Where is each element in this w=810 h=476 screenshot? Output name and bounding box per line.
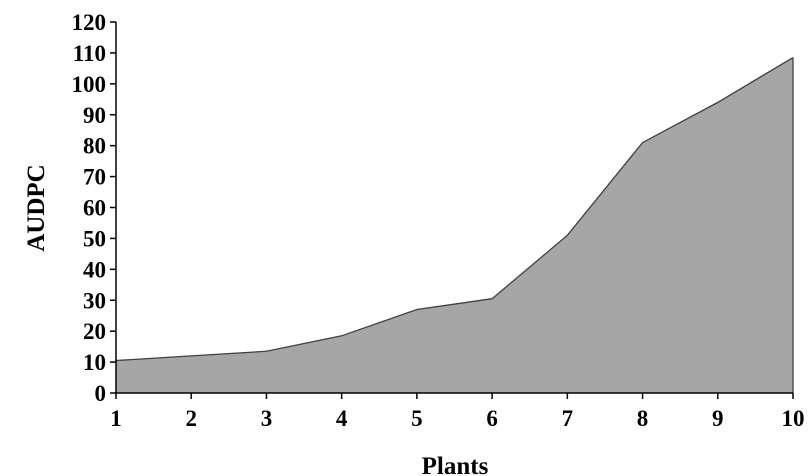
x-axis-title: Plants (422, 453, 489, 476)
area-outline (115, 56, 794, 362)
y-tick-label-40: 40 (83, 257, 106, 282)
x-tick-label-3: 3 (261, 406, 273, 431)
y-tick-label-50: 50 (83, 226, 106, 251)
y-tick-label-30: 30 (83, 288, 106, 313)
y-tick-label-0: 0 (95, 381, 107, 406)
y-tick-label-10: 10 (83, 350, 106, 375)
x-tick-label-4: 4 (336, 406, 348, 431)
y-tick-label-110: 110 (73, 41, 106, 66)
x-tick-label-2: 2 (185, 406, 197, 431)
y-tick-label-100: 100 (72, 72, 107, 97)
area-fill (116, 57, 793, 393)
y-tick-label-80: 80 (83, 134, 106, 159)
y-tick-label-70: 70 (83, 165, 106, 190)
x-tick-label-1: 1 (110, 406, 122, 431)
axes (110, 21, 794, 399)
x-tick-label-9: 9 (712, 406, 724, 431)
y-tick-label-60: 60 (83, 196, 106, 221)
x-tick-label-10: 10 (782, 406, 805, 431)
y-tick-label-120: 120 (72, 10, 107, 35)
plot-area (115, 56, 794, 393)
y-tick-label-20: 20 (83, 319, 106, 344)
y-tick-label-90: 90 (83, 103, 106, 128)
x-tick-label-6: 6 (486, 406, 498, 431)
x-tick-label-8: 8 (637, 406, 649, 431)
x-tick-label-5: 5 (411, 406, 423, 431)
tick-labels: 0 10 20 30 40 50 60 70 80 90 100 110 120 1 2 3 4 5 6 7 8 9 10 (72, 10, 805, 431)
y-axis-title: AUDPC (23, 164, 50, 252)
x-tick-label-7: 7 (562, 406, 574, 431)
